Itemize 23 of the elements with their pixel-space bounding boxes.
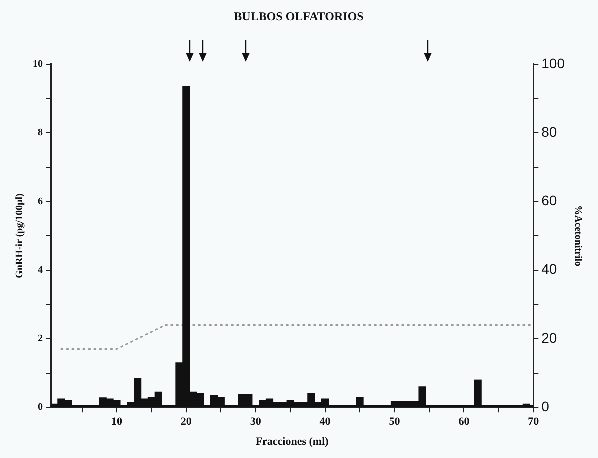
y2-axis-title: %Acetonitrilo bbox=[572, 205, 584, 267]
y-tick-label: 0 bbox=[38, 402, 43, 414]
y-tick-label: 10 bbox=[33, 58, 43, 70]
y2-tick-label: 40 bbox=[542, 261, 558, 278]
x-tick-label: 60 bbox=[458, 416, 470, 428]
y2-tick-label: 0 bbox=[542, 398, 550, 414]
chart-title: BULBOS OLFATORIOS bbox=[234, 9, 364, 24]
y-axis-title: GnRH-ir (pg/100µl) bbox=[14, 194, 26, 278]
x-tick-label: 70 bbox=[528, 416, 540, 428]
y-tick-label: 4 bbox=[38, 264, 43, 276]
x-tick-label: 30 bbox=[250, 416, 262, 428]
y2-tick-label: 20 bbox=[542, 330, 558, 346]
x-tick-label: 20 bbox=[180, 416, 192, 428]
y-tick-label: 8 bbox=[38, 128, 43, 139]
y2-tick-label: 60 bbox=[542, 192, 558, 209]
x-axis-title: Fracciones (ml) bbox=[256, 436, 330, 448]
y-tick-label: 6 bbox=[38, 196, 43, 208]
y2-tick-label: 100 bbox=[542, 55, 566, 72]
x-tick-label: 50 bbox=[389, 416, 401, 428]
y2-tick-label: 80 bbox=[542, 124, 558, 140]
x-tick-label: 40 bbox=[320, 416, 332, 428]
x-tick-label: 10 bbox=[111, 416, 123, 428]
y-tick-label: 2 bbox=[38, 334, 43, 345]
